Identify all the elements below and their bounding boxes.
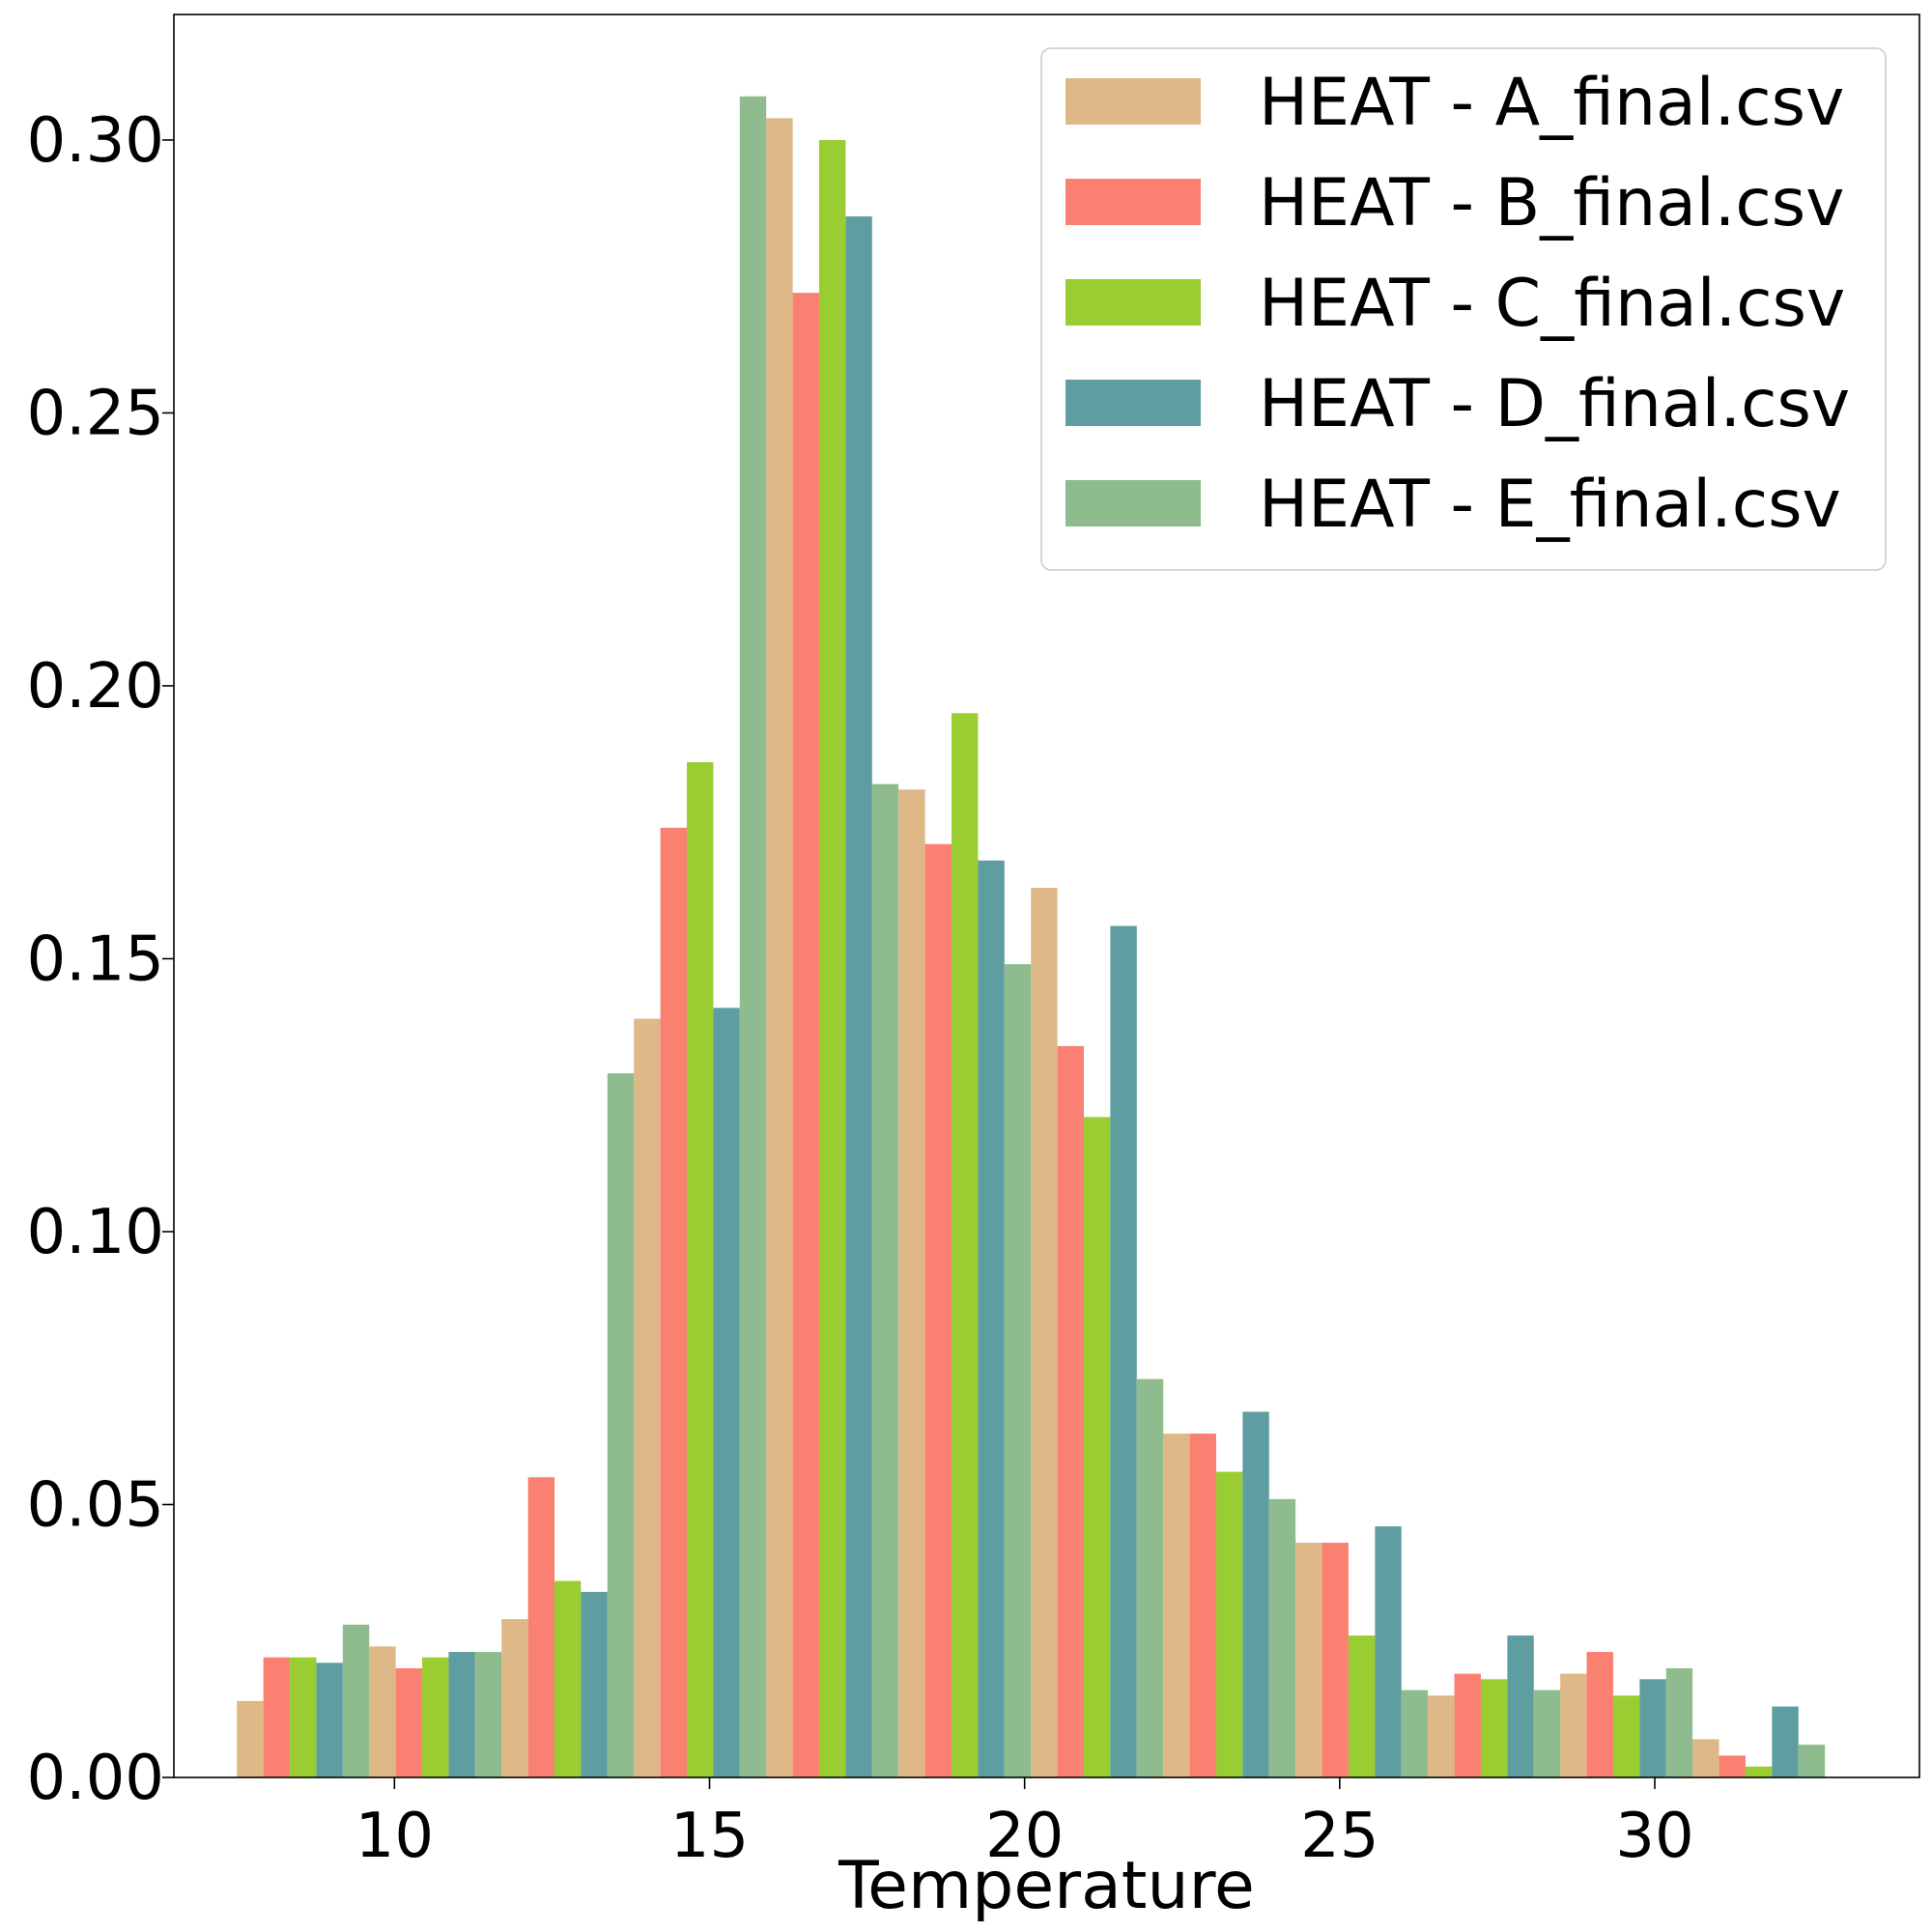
bar-5-4 [739,96,767,1777]
legend-label: HEAT - B_final.csv [1259,165,1844,242]
bar-2-3 [527,1477,555,1777]
bar-4-8 [1242,1411,1269,1777]
bar-3-10 [1480,1679,1508,1777]
legend-label: HEAT - C_final.csv [1259,266,1845,342]
bar-4-6 [978,860,1005,1777]
legend-swatch [1065,179,1201,225]
bar-1-9 [1295,1543,1322,1777]
bar-4-1 [316,1662,343,1777]
bar-5-12 [1798,1745,1826,1777]
bar-4-11 [1639,1679,1666,1777]
bar-5-1 [342,1624,370,1777]
bar-2-5 [792,293,820,1777]
bar-1-1 [237,1700,264,1777]
bar-3-5 [819,139,846,1777]
plot-frame [173,14,1920,1778]
y-tick-label: 0.20 [27,651,165,723]
bar-3-4 [687,762,714,1777]
legend-box [1040,47,1887,571]
bar-1-2 [369,1646,396,1777]
bar-5-8 [1268,1498,1296,1777]
bar-2-10 [1454,1673,1481,1777]
bar-5-5 [871,783,899,1777]
bar-1-6 [898,789,925,1777]
legend-label: HEAT - D_final.csv [1259,366,1850,442]
bar-3-12 [1745,1766,1773,1777]
bar-5-9 [1401,1690,1429,1777]
y-tick-label: 0.25 [27,378,165,449]
bar-2-2 [395,1667,423,1777]
x-tick-label: 15 [670,1801,749,1872]
bars-group [237,96,1826,1778]
x-axis-label: Temperature [838,1848,1255,1924]
legend-label: HEAT - E_final.csv [1259,467,1841,543]
bar-1-4 [634,1018,661,1777]
x-axis: 10 15 20 25 30 [355,1777,1694,1872]
legend: HEAT - A_final.csv HEAT - B_final.csv HEAT… [1040,47,1887,571]
bar-2-6 [924,843,952,1777]
bar-4-3 [581,1591,608,1777]
x-tick-label: 25 [1300,1801,1378,1872]
bar-5-3 [607,1073,635,1777]
bar-2-7 [1057,1045,1084,1777]
legend-swatch [1065,78,1201,125]
bar-1-5 [766,118,793,1778]
legend-label: HEAT - A_final.csv [1259,65,1844,141]
bar-5-7 [1136,1378,1164,1777]
bar-5-11 [1665,1667,1693,1777]
y-tick-label: 0.10 [27,1197,165,1268]
bar-3-2 [422,1657,449,1777]
y-tick-label: 0.30 [27,105,165,177]
bar-4-12 [1772,1706,1799,1777]
y-tick-label: 0.05 [27,1469,165,1541]
bar-3-9 [1348,1635,1376,1777]
y-tick-label: 0.00 [27,1743,165,1814]
y-tick-label: 0.15 [27,923,165,995]
bar-3-6 [951,713,979,1778]
bar-2-9 [1321,1543,1349,1777]
bar-1-12 [1692,1739,1719,1777]
bar-3-3 [554,1580,582,1777]
bar-3-11 [1612,1695,1640,1777]
x-tick-label: 20 [985,1801,1064,1872]
bar-3-1 [290,1657,317,1777]
x-tick-label: 30 [1615,1801,1693,1872]
bar-2-4 [660,827,688,1777]
bar-1-11 [1560,1673,1587,1777]
bar-1-7 [1031,888,1058,1777]
bar-5-6 [1004,964,1032,1777]
bar-4-7 [1110,925,1137,1777]
bar-2-11 [1586,1652,1613,1777]
legend-swatch [1065,480,1201,526]
legend-swatch [1065,380,1201,426]
bar-1-3 [501,1619,528,1777]
bar-2-12 [1719,1755,1746,1777]
bar-1-10 [1428,1695,1455,1777]
y-axis: 0.00 0.05 0.10 0.15 0.20 0.25 0.30 [27,105,174,1814]
bar-5-2 [474,1652,502,1777]
bar-3-7 [1083,1117,1111,1777]
bar-3-8 [1215,1471,1243,1777]
bar-4-9 [1375,1526,1402,1777]
x-tick-label: 10 [355,1801,434,1872]
bar-4-4 [713,1008,740,1777]
bar-4-5 [845,216,872,1778]
bar-4-2 [448,1652,475,1777]
bar-4-10 [1507,1635,1534,1777]
bar-2-1 [263,1657,291,1777]
bar-1-8 [1163,1434,1190,1777]
bar-2-8 [1189,1434,1216,1777]
bar-5-10 [1533,1690,1561,1777]
legend-swatch [1065,279,1201,326]
